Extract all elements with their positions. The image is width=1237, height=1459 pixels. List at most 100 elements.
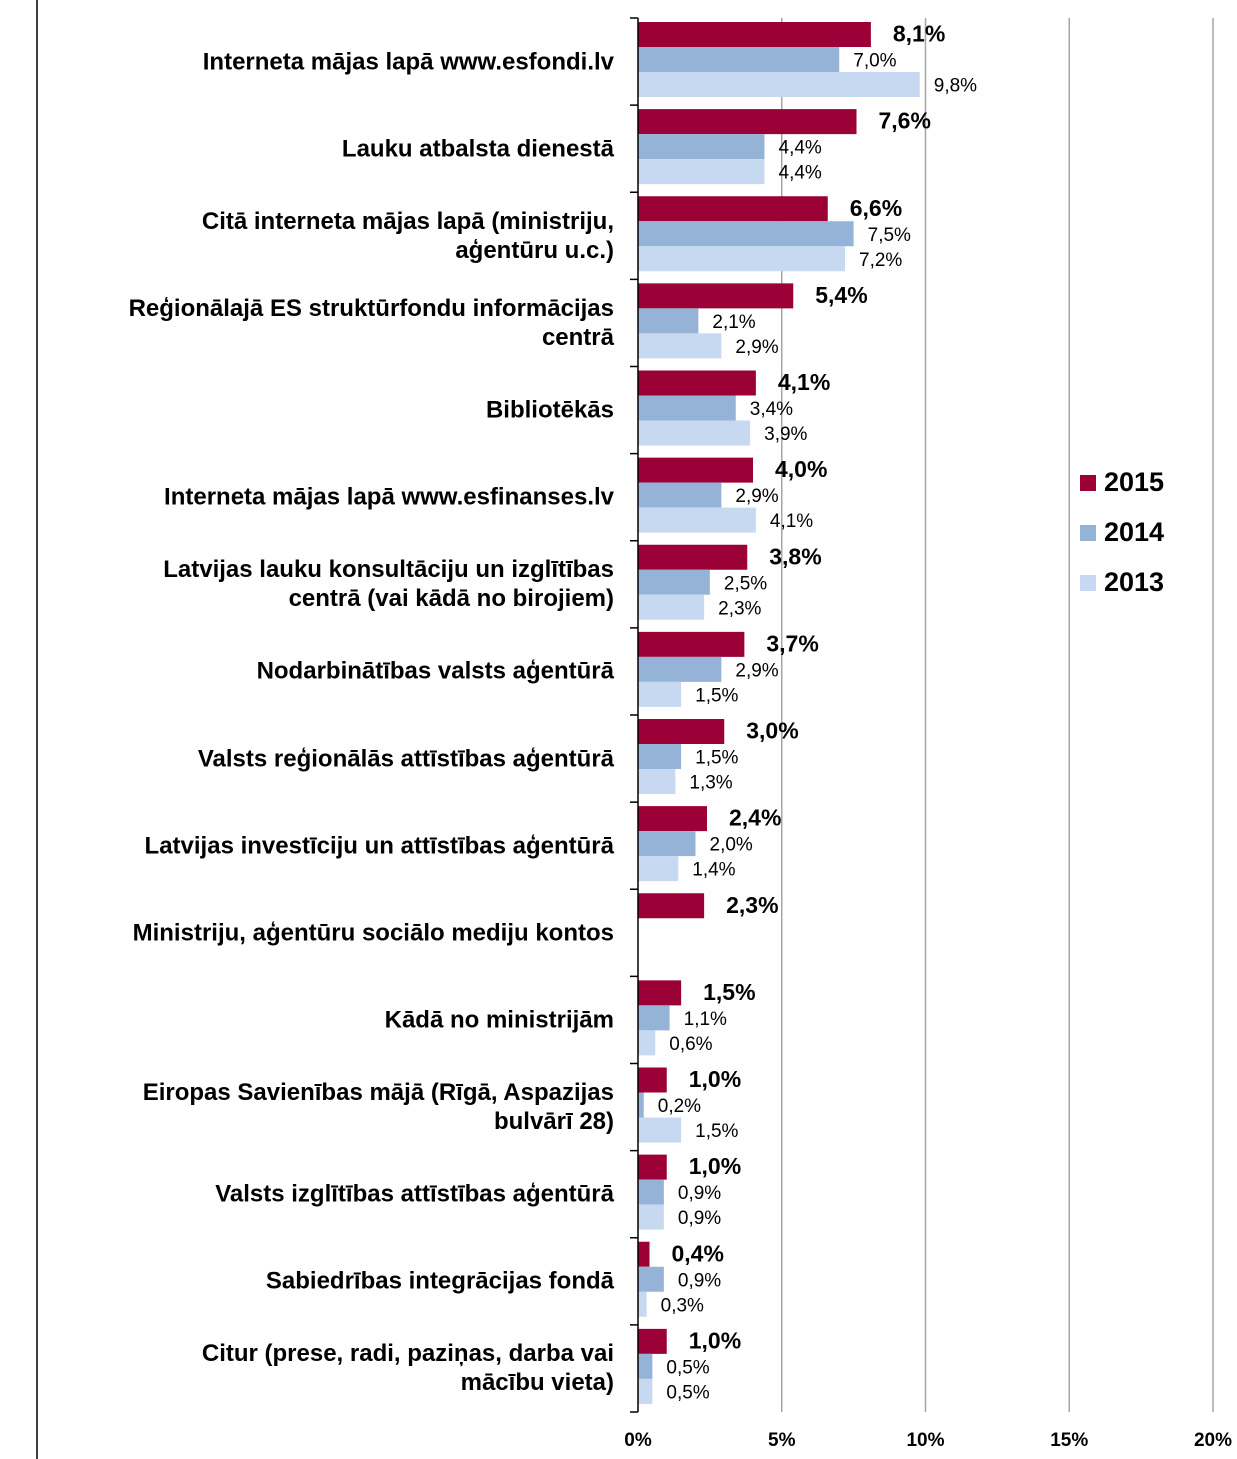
bar	[638, 457, 753, 483]
bar	[638, 831, 696, 857]
data-label: 7,5%	[868, 225, 911, 246]
bar	[638, 283, 794, 309]
bar	[638, 221, 854, 247]
category-label: Lauku atbalsta dienestā	[341, 135, 614, 163]
category-label: Interneta mājas lapā www.esfondi.lv	[202, 48, 614, 76]
bar	[638, 980, 682, 1006]
bar	[638, 1266, 664, 1292]
category-label: Citā interneta mājas lapā (ministriju, a…	[201, 207, 614, 264]
bar	[638, 769, 676, 794]
category-label: Bibliotēkās	[485, 396, 614, 424]
bar	[638, 1378, 653, 1404]
data-label: 2,3%	[718, 598, 761, 619]
data-label: 8,1%	[893, 21, 945, 47]
data-label: 2,5%	[724, 573, 767, 594]
data-label: 2,4%	[729, 805, 781, 831]
bar	[638, 420, 751, 446]
bar	[638, 1241, 650, 1267]
data-label: 3,4%	[750, 399, 793, 420]
data-label: 4,4%	[779, 138, 822, 159]
bar	[638, 47, 840, 72]
data-label: 1,0%	[689, 1066, 741, 1092]
data-label: 0,2%	[658, 1096, 701, 1117]
bar	[638, 159, 765, 185]
category-label: Reģionālajā ES struktūrfondu informācija…	[128, 294, 614, 351]
data-label: 2,9%	[735, 486, 778, 507]
legend-swatch	[1080, 575, 1096, 591]
bar	[638, 1030, 656, 1056]
bar	[638, 246, 845, 272]
data-label: 1,0%	[689, 1153, 741, 1179]
bar	[638, 1005, 670, 1031]
bar	[638, 196, 828, 222]
data-label: 1,5%	[695, 685, 738, 706]
data-label: 0,9%	[678, 1208, 721, 1229]
bar	[638, 681, 682, 707]
category-label: Latvijas investīciju un attīstības aģent…	[144, 832, 614, 860]
bar	[638, 370, 756, 396]
data-label: 2,1%	[712, 312, 755, 333]
data-label: 0,4%	[672, 1240, 724, 1266]
bar	[638, 395, 736, 421]
data-label: 7,6%	[879, 108, 931, 134]
data-label: 1,1%	[684, 1009, 727, 1030]
category-label: Interneta mājas lapā www.esfinanses.lv	[164, 483, 614, 511]
data-label: 1,0%	[689, 1327, 741, 1353]
bar	[638, 656, 722, 682]
data-label: 4,0%	[775, 456, 827, 482]
data-label: 1,5%	[695, 748, 738, 769]
bar	[638, 569, 710, 595]
data-label: 4,1%	[770, 511, 813, 532]
bar	[638, 1067, 667, 1093]
x-tick-label: 15%	[1050, 1430, 1088, 1451]
bar	[638, 719, 725, 744]
bar	[638, 744, 682, 769]
bar	[638, 893, 705, 919]
data-label: 1,5%	[695, 1121, 738, 1142]
data-label: 3,9%	[764, 424, 807, 445]
x-tick-label: 5%	[768, 1430, 796, 1451]
category-label: Latvijas lauku konsultāciju un izglītība…	[163, 556, 614, 613]
bar	[638, 72, 920, 97]
data-label: 1,4%	[692, 860, 735, 881]
data-label: 0,3%	[661, 1295, 704, 1316]
data-label: 3,8%	[769, 543, 821, 569]
category-label: Ministriju, aģentūru sociālo mediju kont…	[132, 919, 614, 947]
data-label: 4,1%	[778, 369, 830, 395]
data-label: 3,0%	[746, 718, 798, 744]
category-label: Valsts izglītības attīstības aģentūrā	[215, 1180, 614, 1208]
bar	[638, 631, 745, 657]
data-label: 4,4%	[779, 163, 822, 184]
bar	[638, 1353, 653, 1379]
bar	[638, 1291, 647, 1317]
bar	[638, 544, 748, 570]
data-label: 7,2%	[859, 250, 902, 271]
data-label: 0,5%	[666, 1382, 709, 1403]
data-label: 3,7%	[766, 630, 818, 656]
data-label: 0,6%	[669, 1034, 712, 1055]
data-label: 7,0%	[853, 51, 896, 72]
category-label: Valsts reģionālās attīstības aģentūrā	[197, 745, 614, 773]
data-label: 2,9%	[735, 337, 778, 358]
bar	[638, 856, 679, 882]
bar	[638, 1179, 664, 1205]
data-label: 2,3%	[726, 892, 778, 918]
data-label: 1,3%	[689, 773, 732, 794]
data-label: 0,9%	[678, 1270, 721, 1291]
legend-label: 2013	[1104, 567, 1164, 597]
bar	[638, 806, 707, 832]
bar	[638, 1117, 682, 1143]
legend-swatch	[1080, 525, 1096, 541]
bar	[638, 594, 705, 620]
category-label: Citur (prese, radi, paziņas, darba vai m…	[201, 1340, 614, 1397]
legend-label: 2015	[1104, 467, 1164, 497]
bar	[638, 1204, 664, 1230]
data-label: 2,9%	[735, 660, 778, 681]
data-label: 0,9%	[678, 1183, 721, 1204]
legend-label: 2014	[1104, 517, 1164, 547]
bar	[638, 507, 756, 533]
bar	[638, 1092, 644, 1118]
bar	[638, 333, 722, 359]
